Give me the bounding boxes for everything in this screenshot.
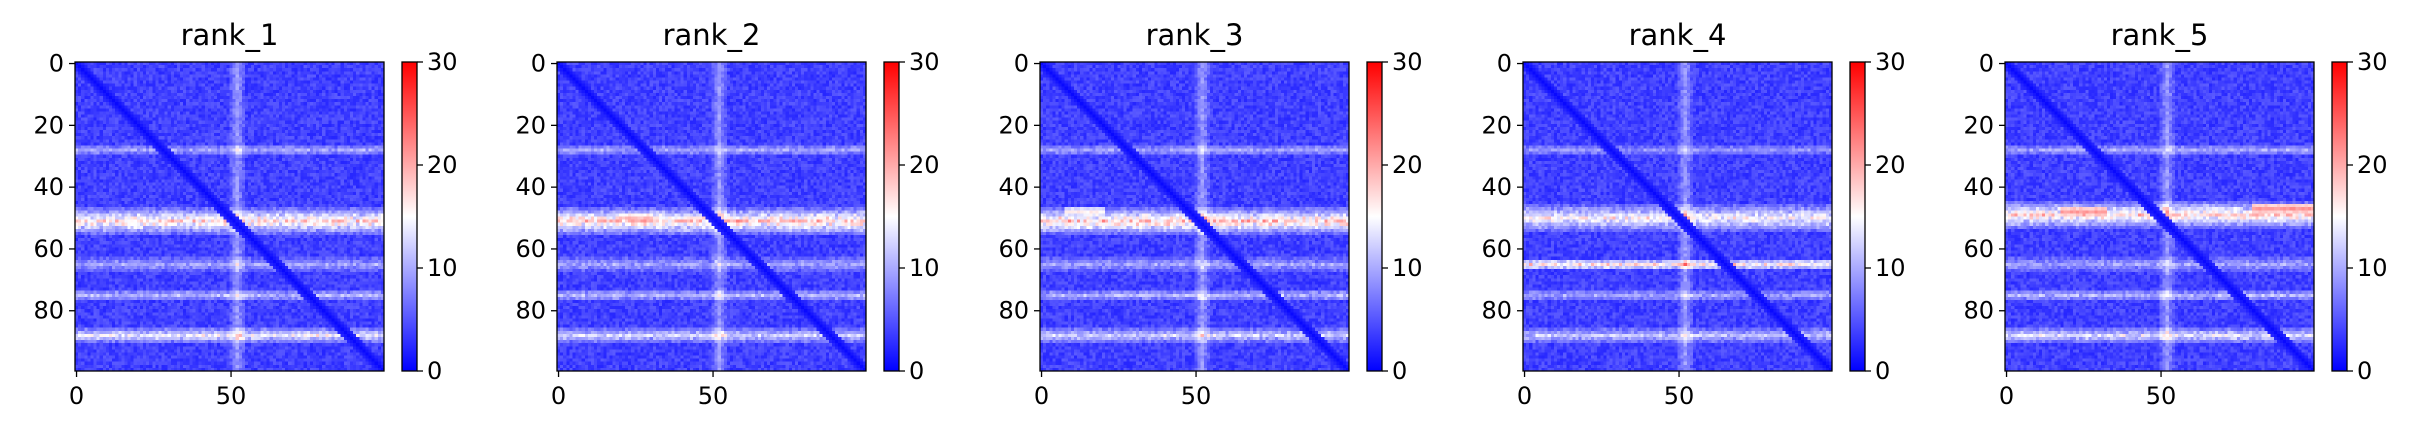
colorbar bbox=[883, 61, 900, 372]
heatmap-panel-4: rank_4 0 20 40 60 80 0 50 0 10 20 30 bbox=[1481, 18, 1905, 410]
x-tick-label: 0 bbox=[1517, 382, 1532, 410]
x-tick-label: 0 bbox=[1034, 382, 1049, 410]
y-tick-label: 20 bbox=[1481, 111, 1512, 139]
heatmap-panel-3: rank_3 0 20 40 60 80 0 50 0 10 20 30 bbox=[998, 18, 1422, 410]
y-tick-label: 80 bbox=[33, 297, 64, 325]
y-tick-label: 0 bbox=[531, 50, 546, 78]
heatmap-image bbox=[75, 62, 384, 371]
y-tick-label: 80 bbox=[1963, 297, 1994, 325]
colorbar-tick-label: 0 bbox=[2357, 357, 2372, 385]
colorbar-tick-label: 0 bbox=[909, 357, 924, 385]
y-tick-label: 80 bbox=[515, 297, 546, 325]
axes-frame bbox=[74, 61, 385, 372]
y-tick-label: 60 bbox=[1963, 235, 1994, 263]
axes-frame bbox=[556, 61, 867, 372]
y-tick-label: 60 bbox=[515, 235, 546, 263]
colorbar-tick-label: 0 bbox=[1392, 357, 1407, 385]
colorbar bbox=[1366, 61, 1383, 372]
panel-title: rank_1 bbox=[181, 18, 279, 52]
heatmap-panel-2: rank_2 0 20 40 60 80 0 50 0 10 20 30 bbox=[515, 18, 939, 410]
y-tick-label: 40 bbox=[33, 173, 64, 201]
heatmap-image bbox=[1040, 62, 1349, 371]
y-tick-label: 80 bbox=[1481, 297, 1512, 325]
colorbar-tick-label: 30 bbox=[1875, 48, 1906, 76]
y-tick-label: 0 bbox=[49, 50, 64, 78]
heatmap-panel-1: rank_1 0 20 40 60 80 0 50 0 10 20 30 bbox=[33, 18, 457, 410]
colorbar bbox=[2331, 61, 2348, 372]
colorbar-tick-label: 20 bbox=[1392, 151, 1423, 179]
y-tick-label: 40 bbox=[1963, 173, 1994, 201]
y-tick-label: 60 bbox=[998, 235, 1029, 263]
y-tick-label: 60 bbox=[33, 235, 64, 263]
heatmap-image bbox=[2005, 62, 2314, 371]
x-tick-label: 0 bbox=[1999, 382, 2014, 410]
x-tick-label: 50 bbox=[2146, 382, 2177, 410]
axes-frame bbox=[1522, 61, 1833, 372]
colorbar bbox=[401, 61, 418, 372]
colorbar-tick-label: 20 bbox=[427, 151, 458, 179]
colorbar-tick-label: 30 bbox=[427, 48, 458, 76]
panel-title: rank_4 bbox=[1629, 18, 1727, 52]
y-tick-label: 60 bbox=[1481, 235, 1512, 263]
x-tick-label: 50 bbox=[1181, 382, 1212, 410]
y-tick-label: 40 bbox=[998, 173, 1029, 201]
heatmap-image bbox=[557, 62, 866, 371]
colorbar-tick-label: 20 bbox=[1875, 151, 1906, 179]
colorbar-tick-label: 0 bbox=[427, 357, 442, 385]
colorbar-tick-label: 30 bbox=[2357, 48, 2388, 76]
colorbar-tick-label: 20 bbox=[909, 151, 940, 179]
x-tick-label: 50 bbox=[1664, 382, 1695, 410]
colorbar-tick-label: 0 bbox=[1875, 357, 1890, 385]
y-tick-label: 20 bbox=[33, 111, 64, 139]
x-tick-label: 0 bbox=[551, 382, 566, 410]
axes-frame bbox=[1039, 61, 1350, 372]
y-tick-label: 20 bbox=[998, 111, 1029, 139]
colorbar-tick-label: 20 bbox=[2357, 151, 2388, 179]
panel-title: rank_5 bbox=[2111, 18, 2209, 52]
x-tick-label: 50 bbox=[216, 382, 247, 410]
y-tick-label: 0 bbox=[1014, 50, 1029, 78]
y-tick-label: 40 bbox=[515, 173, 546, 201]
y-tick-label: 40 bbox=[1481, 173, 1512, 201]
x-tick-label: 50 bbox=[698, 382, 729, 410]
x-tick-label: 0 bbox=[69, 382, 84, 410]
colorbar-tick-label: 10 bbox=[1392, 254, 1423, 282]
y-tick-label: 20 bbox=[1963, 111, 1994, 139]
panel-title: rank_2 bbox=[663, 18, 761, 52]
colorbar-tick-label: 10 bbox=[427, 254, 458, 282]
y-tick-label: 20 bbox=[515, 111, 546, 139]
colorbar bbox=[1849, 61, 1866, 372]
panel-title: rank_3 bbox=[1146, 18, 1244, 52]
heatmap-image bbox=[1523, 62, 1832, 371]
colorbar-tick-label: 30 bbox=[909, 48, 940, 76]
colorbar-tick-label: 10 bbox=[2357, 254, 2388, 282]
axes-frame bbox=[2004, 61, 2315, 372]
y-tick-label: 80 bbox=[998, 297, 1029, 325]
y-tick-label: 0 bbox=[1979, 50, 1994, 78]
colorbar-tick-label: 10 bbox=[909, 254, 940, 282]
colorbar-tick-label: 30 bbox=[1392, 48, 1423, 76]
heatmap-panel-5: rank_5 0 20 40 60 80 0 50 0 10 20 30 bbox=[1963, 18, 2387, 410]
colorbar-tick-label: 10 bbox=[1875, 254, 1906, 282]
y-tick-label: 0 bbox=[1497, 50, 1512, 78]
